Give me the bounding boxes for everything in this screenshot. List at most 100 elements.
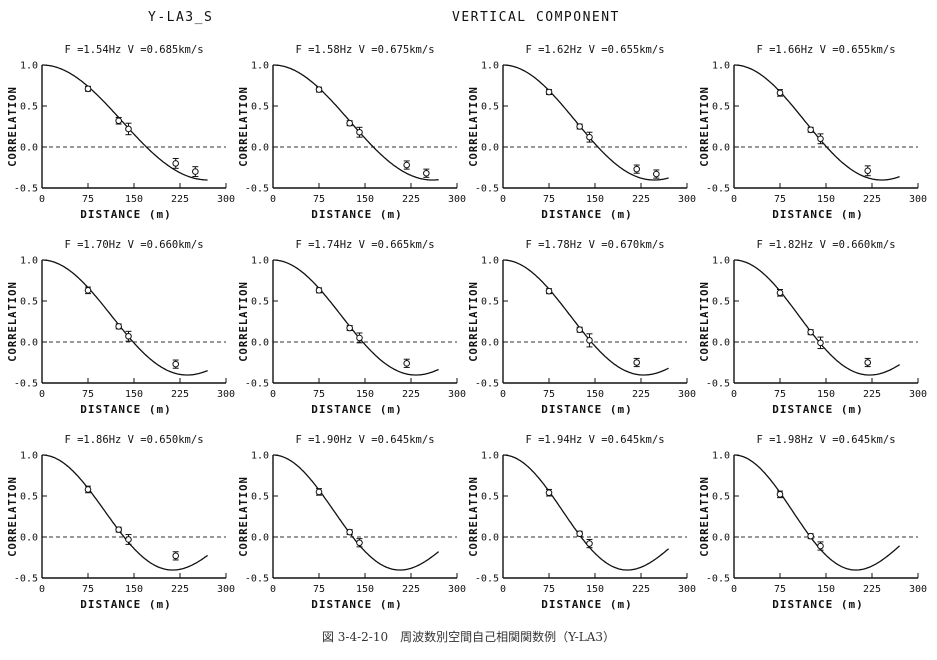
- x-tick-label: 300: [448, 389, 466, 400]
- fit-curve: [273, 454, 440, 571]
- chart-title: F =1.70Hz V =0.660km/s: [64, 239, 203, 251]
- y-tick-label: -0.5: [245, 379, 269, 390]
- x-tick-label: 75: [313, 194, 325, 205]
- data-point: [545, 489, 553, 497]
- y-tick-label: -0.5: [14, 184, 38, 195]
- fit-curve: [42, 454, 208, 571]
- x-tick-label: 225: [632, 584, 650, 595]
- x-tick-label: 75: [313, 389, 325, 400]
- fit-curve: [503, 64, 669, 181]
- fit-curve: [734, 259, 900, 376]
- x-tick-label: 150: [817, 389, 835, 400]
- x-tick-label: 225: [863, 194, 881, 205]
- data-point: [125, 536, 132, 543]
- x-tick-label: 0: [39, 584, 45, 595]
- y-tick-label: 1.0: [481, 61, 499, 72]
- fit-curve: [503, 454, 670, 571]
- x-axis-label: DISTANCE (m): [541, 208, 632, 221]
- chart-panel: F =1.66Hz V =0.655km/s 1.0 0.5 0.0 -0.50 75 15…: [699, 44, 927, 221]
- figure-caption: 図 3-4-2-10 周波数別空間自己相関関数例（Y-LA3）: [321, 630, 616, 644]
- chart-title: F =1.90Hz V =0.645km/s: [295, 434, 434, 446]
- y-tick-label: -0.5: [14, 574, 38, 585]
- x-axis-label: DISTANCE (m): [311, 403, 402, 416]
- data-point: [633, 359, 641, 366]
- data-point: [586, 133, 593, 141]
- chart-title: F =1.74Hz V =0.665km/s: [295, 239, 434, 251]
- chart-panel: F =1.74Hz V =0.665km/s 1.0 0.5 0.0 -0.50 75 15…: [238, 239, 466, 416]
- data-point: [315, 287, 323, 294]
- x-tick-label: 225: [171, 194, 189, 205]
- fit-curve: [273, 259, 439, 376]
- x-tick-label: 300: [217, 194, 235, 205]
- y-tick-label: 0.5: [481, 297, 499, 308]
- y-tick-label: 1.0: [20, 451, 38, 462]
- y-tick-label: 0.0: [712, 338, 730, 349]
- x-tick-label: 0: [270, 194, 276, 205]
- data-point: [172, 552, 180, 560]
- x-tick-label: 225: [632, 194, 650, 205]
- x-tick-label: 0: [500, 389, 506, 400]
- y-tick-label: 0.0: [481, 338, 499, 349]
- x-tick-label: 300: [909, 584, 927, 595]
- data-point: [586, 540, 593, 547]
- fit-curve: [734, 64, 900, 181]
- y-tick-label: 1.0: [481, 256, 499, 267]
- x-tick-label: 300: [217, 584, 235, 595]
- y-tick-label: 1.0: [712, 451, 730, 462]
- y-tick-label: 0.0: [20, 533, 38, 544]
- x-tick-label: 0: [270, 389, 276, 400]
- y-tick-label: 0.5: [20, 297, 38, 308]
- y-tick-label: 0.5: [481, 102, 499, 113]
- data-point: [346, 119, 353, 127]
- data-point: [125, 125, 132, 133]
- chart-title: F =1.82Hz V =0.660km/s: [756, 239, 895, 251]
- y-tick-label: 0.5: [712, 297, 730, 308]
- y-tick-label: -0.5: [14, 379, 38, 390]
- y-tick-label: 1.0: [712, 61, 730, 72]
- y-axis-label: CORRELATION: [7, 86, 19, 167]
- x-tick-label: 75: [543, 584, 555, 595]
- data-point: [864, 359, 872, 366]
- data-point: [172, 160, 180, 167]
- data-point: [84, 85, 92, 93]
- fit-curve: [503, 259, 669, 376]
- y-tick-label: 0.5: [712, 492, 730, 503]
- y-tick-label: 0.0: [481, 533, 499, 544]
- data-point: [423, 169, 430, 177]
- figure-site-label: Y-LA3_S: [148, 10, 214, 25]
- x-tick-label: 75: [82, 389, 94, 400]
- x-tick-label: 0: [500, 194, 506, 205]
- y-tick-label: 0.5: [20, 492, 38, 503]
- fit-curve: [42, 259, 208, 376]
- x-tick-label: 225: [402, 389, 420, 400]
- data-point: [817, 542, 824, 550]
- x-tick-label: 0: [500, 584, 506, 595]
- chart-title: F =1.54Hz V =0.685km/s: [64, 44, 203, 56]
- chart-title: F =1.62Hz V =0.655km/s: [525, 44, 664, 56]
- chart-title: F =1.98Hz V =0.645km/s: [756, 434, 895, 446]
- x-tick-label: 150: [356, 584, 374, 595]
- data-point: [84, 287, 92, 294]
- y-axis-label: CORRELATION: [699, 281, 711, 362]
- chart-title: F =1.94Hz V =0.645km/s: [525, 434, 664, 446]
- x-tick-label: 300: [448, 194, 466, 205]
- x-tick-label: 300: [448, 584, 466, 595]
- y-tick-label: -0.5: [475, 184, 499, 195]
- x-axis-label: DISTANCE (m): [80, 598, 171, 611]
- data-point: [115, 323, 122, 330]
- data-point: [192, 168, 199, 175]
- data-point: [346, 528, 353, 536]
- y-tick-label: -0.5: [706, 574, 730, 585]
- data-point: [576, 326, 583, 334]
- x-tick-label: 0: [39, 194, 45, 205]
- x-tick-label: 150: [586, 389, 604, 400]
- x-tick-label: 300: [678, 194, 696, 205]
- x-tick-label: 0: [731, 389, 737, 400]
- data-point: [115, 117, 122, 125]
- x-tick-label: 75: [543, 389, 555, 400]
- x-tick-label: 300: [678, 389, 696, 400]
- data-point: [633, 165, 641, 173]
- x-tick-label: 225: [171, 389, 189, 400]
- x-tick-label: 150: [125, 194, 143, 205]
